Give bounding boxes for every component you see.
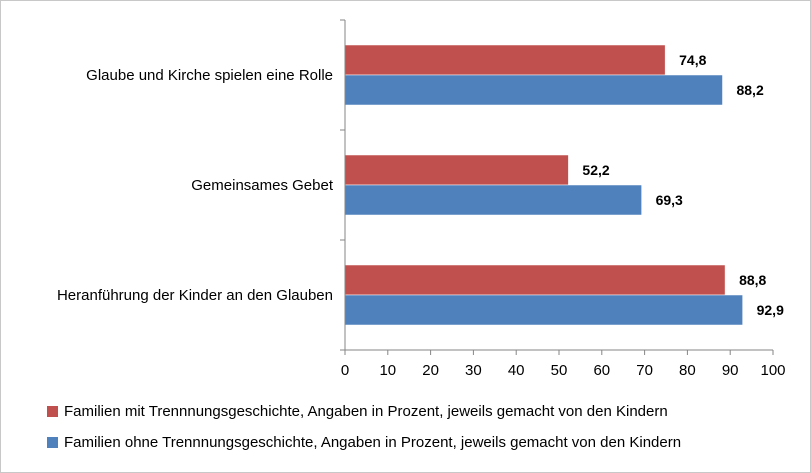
x-tick-label-11: 100 <box>760 362 785 379</box>
x-tick-label-10: 90 <box>722 362 739 379</box>
value-label-1-3: 88,8 <box>739 272 766 288</box>
legend-swatch-series-2 <box>47 436 58 448</box>
bar-1-1 <box>344 44 666 76</box>
legend-label-series-1: Familien mit Trennnungsgeschichte, Angab… <box>64 402 668 420</box>
legend-item-series-1: Familien mit Trennnungsgeschichte, Angab… <box>47 401 787 421</box>
category-label-3: Heranführung der Kinder an den Glauben <box>57 287 333 304</box>
bar-1-2 <box>344 154 569 186</box>
value-label-2-1: 88,2 <box>736 82 763 98</box>
x-tick-label-5: 40 <box>508 362 525 379</box>
x-tick-label-9: 80 <box>679 362 696 379</box>
category-label-1: Glaube und Kirche spielen eine Rolle <box>86 67 333 84</box>
legend-item-series-2: Familien ohne Trennnungsgeschichte, Anga… <box>47 432 787 452</box>
value-label-1-2: 52,2 <box>582 162 609 178</box>
bar-2-3 <box>344 294 743 326</box>
bar-1-3 <box>344 264 726 296</box>
x-tick-label-3: 20 <box>422 362 439 379</box>
x-tick-label-4: 30 <box>465 362 482 379</box>
legend-swatch-series-1 <box>47 405 58 417</box>
x-tick-label-6: 50 <box>551 362 568 379</box>
category-label-2: Gemeinsames Gebet <box>191 177 334 194</box>
x-tick-label-1: 0 <box>341 362 349 379</box>
bar-2-2 <box>344 184 642 216</box>
value-label-2-3: 92,9 <box>757 302 784 318</box>
legend: Familien mit Trennnungsgeschichte, Angab… <box>47 401 787 463</box>
x-tick-label-7: 60 <box>593 362 610 379</box>
x-tick-label-8: 70 <box>636 362 653 379</box>
value-label-1-1: 74,8 <box>679 52 706 68</box>
bar-2-1 <box>344 74 723 106</box>
value-label-2-2: 69,3 <box>656 192 683 208</box>
legend-label-series-2: Familien ohne Trennnungsgeschichte, Anga… <box>64 433 682 451</box>
x-tick-label-2: 10 <box>379 362 396 379</box>
